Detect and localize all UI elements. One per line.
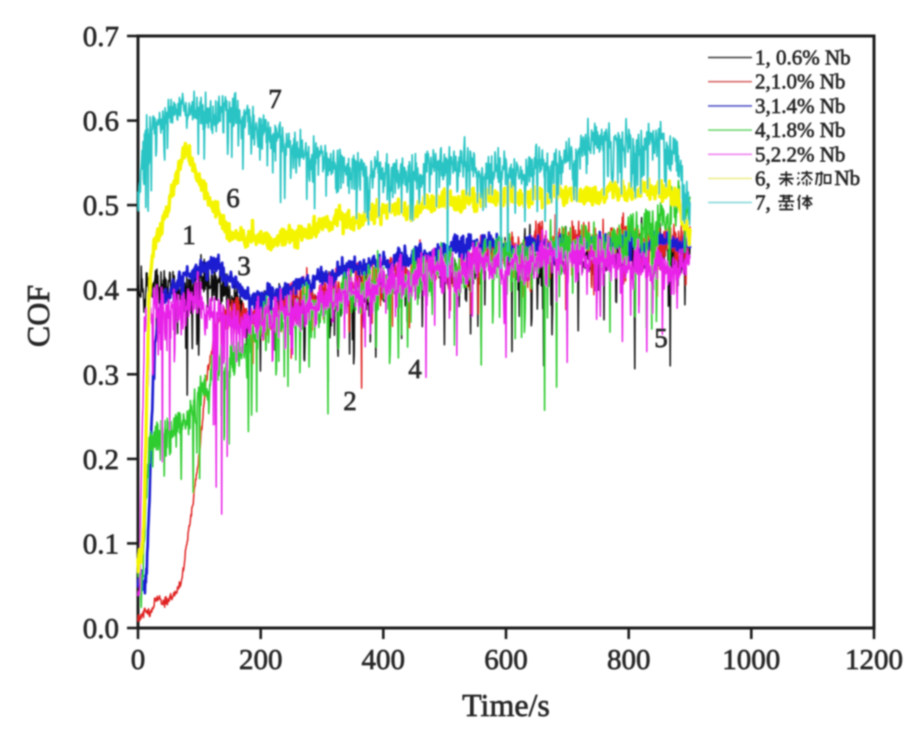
svg-text:6,: 6, <box>755 167 771 191</box>
svg-text:0.1: 0.1 <box>83 528 119 560</box>
svg-text:800: 800 <box>607 644 651 676</box>
svg-text:4,1.8% Nb: 4,1.8% Nb <box>755 118 845 142</box>
svg-text:5,2.2% Nb: 5,2.2% Nb <box>755 142 845 166</box>
svg-text:2: 2 <box>343 386 357 416</box>
svg-text:7,: 7, <box>755 191 771 215</box>
svg-text:0.0: 0.0 <box>83 613 119 645</box>
svg-text:0.3: 0.3 <box>83 359 119 391</box>
svg-text:1, 0.6% Nb: 1, 0.6% Nb <box>755 46 851 70</box>
svg-text:0: 0 <box>131 644 146 676</box>
svg-text:0.2: 0.2 <box>83 444 119 476</box>
svg-text:4: 4 <box>408 354 422 384</box>
svg-text:3: 3 <box>237 251 251 281</box>
svg-text:Nb: Nb <box>835 166 861 190</box>
svg-text:6: 6 <box>226 183 240 213</box>
svg-text:1: 1 <box>182 220 196 250</box>
svg-text:Time/s: Time/s <box>462 687 550 723</box>
svg-text:0.5: 0.5 <box>83 190 119 222</box>
svg-text:3,1.4% Nb: 3,1.4% Nb <box>755 94 845 118</box>
svg-text:1200: 1200 <box>845 644 903 676</box>
svg-text:0.6: 0.6 <box>83 106 119 138</box>
svg-text:0.7: 0.7 <box>83 21 119 53</box>
svg-text:0.4: 0.4 <box>83 275 120 307</box>
svg-text:7: 7 <box>268 84 282 114</box>
svg-text:600: 600 <box>484 644 528 676</box>
svg-text:400: 400 <box>362 644 406 676</box>
svg-text:2,1.0% Nb: 2,1.0% Nb <box>755 70 845 94</box>
svg-text:5: 5 <box>654 323 668 353</box>
svg-text:200: 200 <box>239 644 283 676</box>
svg-text:COF: COF <box>20 285 56 347</box>
svg-text:1000: 1000 <box>722 644 780 676</box>
